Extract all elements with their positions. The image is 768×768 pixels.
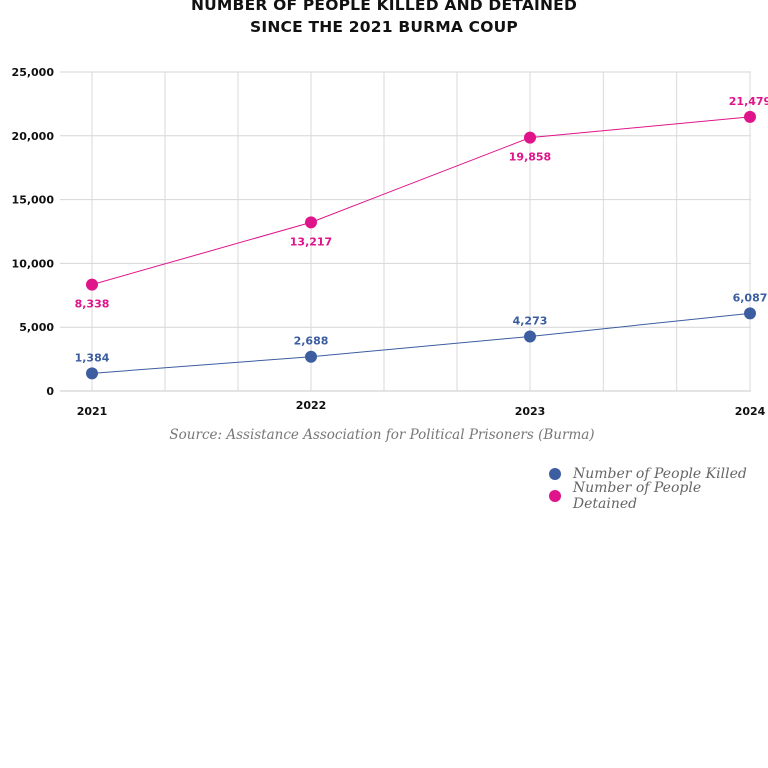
- point-killed-2023: [524, 330, 536, 343]
- source-note: Source: Assistance Association for Polit…: [169, 427, 594, 443]
- data-label-killed-2021: 1,384: [75, 351, 110, 364]
- series-line-killed: [91, 312, 751, 374]
- y-tick-label-1: 5,000: [19, 321, 54, 334]
- legend-item-killed: Number of People Killed: [549, 463, 768, 485]
- point-detained-2022: [305, 216, 317, 229]
- data-label-killed-2022: 2,688: [294, 335, 329, 348]
- chart-title-line-2: SINCE THE 2021 BURMA COUP: [250, 18, 518, 36]
- series-line-detained: [91, 116, 751, 286]
- legend-label-detained: Number of People Detained: [572, 480, 702, 512]
- point-killed-2022: [305, 350, 317, 363]
- y-tick-label-4: 20,000: [12, 130, 55, 143]
- y-tick-label-0: 0: [46, 385, 54, 398]
- legend-label-killed: Number of People Killed: [573, 466, 747, 482]
- legend: Number of People Killed Number of People…: [549, 463, 768, 512]
- data-label-detained-2021: 8,338: [75, 298, 110, 311]
- x-tick-label-2024: 2024: [735, 405, 766, 418]
- data-label-detained-2024: 21,479: [729, 95, 768, 108]
- x-tick-label-2021: 2021: [77, 405, 108, 418]
- data-label-killed-2024: 6,087: [733, 291, 768, 304]
- legend-dot-killed: [549, 468, 561, 480]
- point-detained-2024: [744, 110, 756, 123]
- point-killed-2024: [744, 307, 756, 320]
- series-group: 1,384 2,688 4,273 6,087 8,338 13,217 19,858 21,…: [75, 95, 768, 380]
- x-tick-label-2022: 2022: [296, 399, 327, 412]
- point-detained-2021: [86, 278, 98, 291]
- legend-item-detained: Number of People Detained: [549, 480, 768, 512]
- y-tick-label-5: 25,000: [12, 66, 55, 79]
- chart-title: NUMBER OF PEOPLE KILLED AND DETAINED SIN…: [0, 0, 768, 38]
- x-axis: 2021 2022 2023 2024: [77, 399, 766, 418]
- x-tick-label-2023: 2023: [515, 405, 546, 418]
- point-detained-2023: [524, 131, 536, 144]
- data-label-killed-2023: 4,273: [513, 314, 548, 327]
- legend-dot-detained: [549, 490, 561, 502]
- chart-title-line-1: NUMBER OF PEOPLE KILLED AND DETAINED: [190, 0, 578, 14]
- y-tick-label-3: 15,000: [12, 194, 55, 207]
- data-label-detained-2022: 13,217: [290, 235, 332, 248]
- y-axis: 0 5,000 10,000 15,000 20,000 25,000: [12, 66, 55, 398]
- point-killed-2021: [86, 367, 98, 380]
- grid: [60, 71, 751, 392]
- data-label-detained-2023: 19,858: [509, 151, 551, 164]
- y-tick-label-2: 10,000: [12, 257, 55, 270]
